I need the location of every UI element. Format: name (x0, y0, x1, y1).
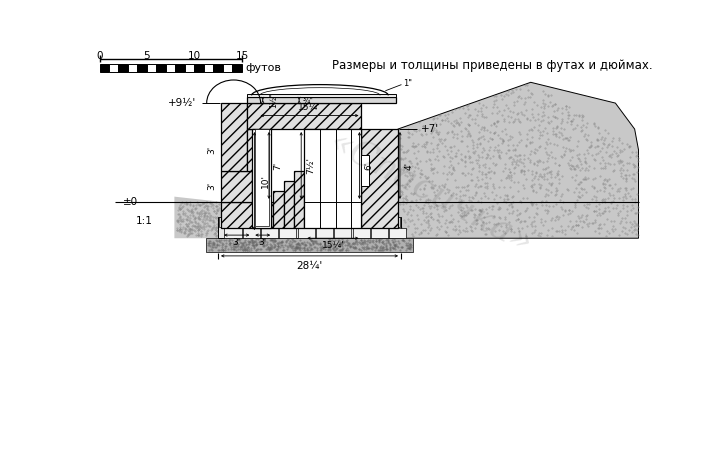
Text: Размеры и толщины приведены в футах и дюймах.: Размеры и толщины приведены в футах и дю… (332, 59, 652, 72)
Text: ±0: ±0 (122, 197, 138, 207)
Polygon shape (310, 217, 328, 227)
Text: 10': 10' (261, 174, 270, 188)
Text: 6': 6' (364, 162, 373, 170)
Polygon shape (273, 191, 284, 228)
Text: +9½': +9½' (168, 98, 197, 108)
Polygon shape (279, 228, 297, 238)
Text: 3': 3' (207, 182, 217, 190)
Polygon shape (156, 64, 166, 72)
Polygon shape (185, 64, 194, 72)
Polygon shape (247, 129, 258, 171)
Polygon shape (219, 217, 235, 227)
Polygon shape (213, 64, 223, 72)
Polygon shape (256, 217, 272, 227)
Polygon shape (221, 202, 258, 228)
Text: 15¼': 15¼' (322, 241, 344, 250)
Text: 3': 3' (207, 146, 217, 154)
Polygon shape (99, 64, 109, 72)
Polygon shape (255, 129, 269, 225)
Polygon shape (247, 103, 361, 129)
Polygon shape (252, 202, 258, 228)
Text: 1:1: 1:1 (136, 216, 153, 225)
Polygon shape (194, 64, 204, 72)
Polygon shape (247, 94, 396, 97)
Text: 4': 4' (405, 162, 414, 170)
Polygon shape (284, 181, 294, 228)
Polygon shape (109, 64, 119, 72)
Polygon shape (353, 228, 369, 238)
Polygon shape (383, 217, 400, 227)
Polygon shape (334, 228, 351, 238)
Polygon shape (328, 217, 346, 227)
Text: ¾": ¾" (303, 96, 314, 105)
Polygon shape (361, 129, 398, 228)
Polygon shape (371, 228, 388, 238)
Text: 7': 7' (274, 162, 283, 170)
Polygon shape (398, 82, 639, 238)
Text: «Спасичка»: «Спасичка» (323, 125, 539, 261)
Polygon shape (247, 97, 396, 103)
Polygon shape (147, 64, 156, 72)
Polygon shape (221, 103, 247, 171)
Polygon shape (128, 64, 138, 72)
Polygon shape (261, 228, 278, 238)
Polygon shape (292, 217, 309, 227)
Text: 7½': 7½' (306, 157, 315, 174)
Polygon shape (389, 228, 406, 238)
Polygon shape (221, 171, 252, 202)
Text: 15: 15 (235, 51, 248, 61)
Polygon shape (119, 64, 128, 72)
Polygon shape (305, 129, 361, 228)
Polygon shape (166, 64, 176, 72)
Polygon shape (233, 64, 242, 72)
Polygon shape (174, 197, 221, 238)
Polygon shape (204, 64, 213, 72)
Polygon shape (297, 228, 315, 238)
Polygon shape (237, 217, 254, 227)
Polygon shape (225, 228, 242, 238)
Polygon shape (316, 228, 333, 238)
Text: 28¼': 28¼' (297, 261, 323, 271)
Text: 1½": 1½" (269, 92, 278, 108)
Text: 3': 3' (233, 238, 241, 248)
Polygon shape (252, 129, 271, 228)
Polygon shape (274, 217, 291, 227)
Polygon shape (223, 64, 233, 72)
Text: 5: 5 (144, 51, 150, 61)
Text: 15¼': 15¼' (298, 104, 321, 112)
Polygon shape (176, 64, 185, 72)
Text: 0: 0 (96, 51, 103, 61)
Text: 10: 10 (188, 51, 201, 61)
Polygon shape (347, 217, 364, 227)
Polygon shape (294, 171, 305, 228)
Text: +7': +7' (421, 124, 439, 134)
Polygon shape (258, 202, 273, 228)
Polygon shape (365, 217, 382, 227)
Polygon shape (207, 238, 413, 252)
Text: 1": 1" (403, 79, 412, 88)
Polygon shape (138, 64, 147, 72)
Text: футов: футов (246, 63, 282, 73)
Polygon shape (361, 155, 369, 186)
Polygon shape (218, 216, 401, 238)
Text: 3': 3' (258, 238, 267, 248)
Polygon shape (243, 228, 260, 238)
